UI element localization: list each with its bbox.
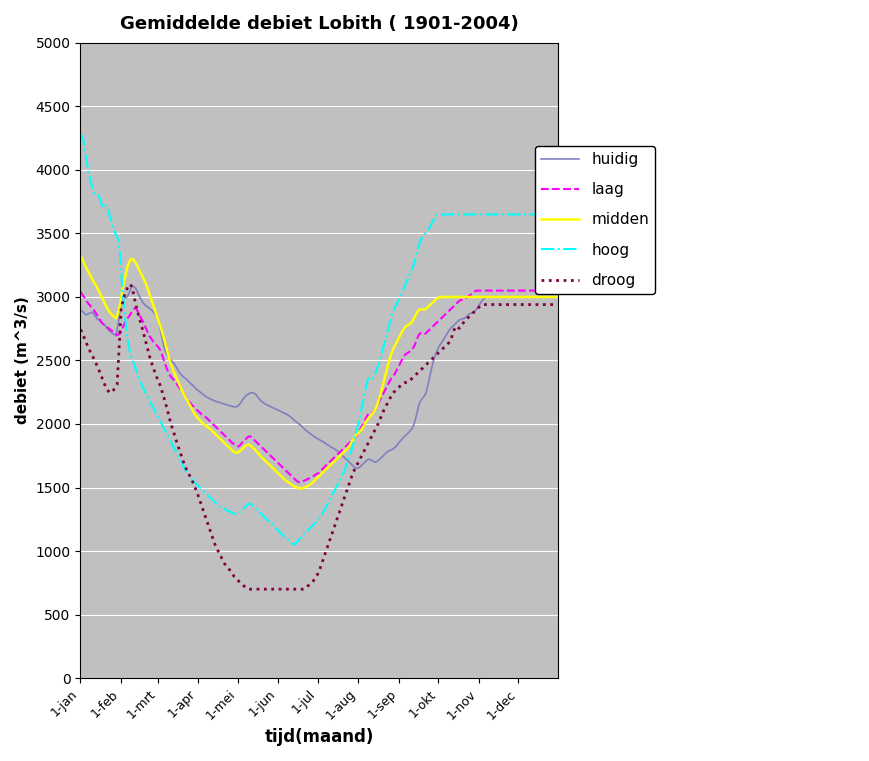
midden [265,461,275,470]
hoog [288,540,298,549]
midden [176,384,186,393]
hoog [75,129,85,138]
laag [265,451,275,460]
Line: droog: droog [80,285,557,589]
Line: laag: laag [80,291,557,482]
huidig [351,463,362,473]
laag [206,418,216,427]
huidig [266,403,276,412]
laag [552,286,562,295]
droog [487,300,497,309]
Title: Gemiddelde debiet Lobith ( 1901-2004): Gemiddelde debiet Lobith ( 1901-2004) [120,15,518,33]
droog [125,280,136,289]
huidig [532,292,542,301]
huidig [128,282,138,291]
hoog [265,518,275,527]
midden [485,292,495,301]
laag [75,288,85,297]
huidig [487,292,497,301]
droog [208,533,218,543]
Line: hoog: hoog [80,133,557,544]
laag [532,286,542,295]
X-axis label: tijd(maand): tijd(maand) [264,728,374,746]
huidig [552,292,562,301]
hoog [485,210,495,219]
hoog [176,457,186,466]
droog [532,300,542,309]
hoog [268,521,278,530]
droog [270,584,281,594]
Legend: huidig, laag, midden, hoog, droog: huidig, laag, midden, hoog, droog [534,146,654,295]
droog [268,584,278,594]
laag [487,286,497,295]
laag [176,386,186,395]
midden [206,426,216,435]
hoog [531,210,541,219]
laag [471,286,481,295]
huidig [75,306,85,315]
midden [268,464,278,473]
Line: midden: midden [80,256,557,489]
droog [244,584,255,594]
huidig [269,404,279,413]
droog [552,300,562,309]
hoog [552,210,562,219]
huidig [208,396,218,405]
midden [552,292,562,301]
midden [531,292,541,301]
midden [75,252,85,261]
Y-axis label: debiet (m^3/s): debiet (m^3/s) [15,297,30,425]
laag [268,454,278,463]
Line: huidig: huidig [80,287,557,468]
laag [294,478,304,487]
huidig [177,371,188,380]
droog [75,325,85,334]
droog [177,455,188,464]
midden [295,484,306,493]
hoog [206,495,216,504]
